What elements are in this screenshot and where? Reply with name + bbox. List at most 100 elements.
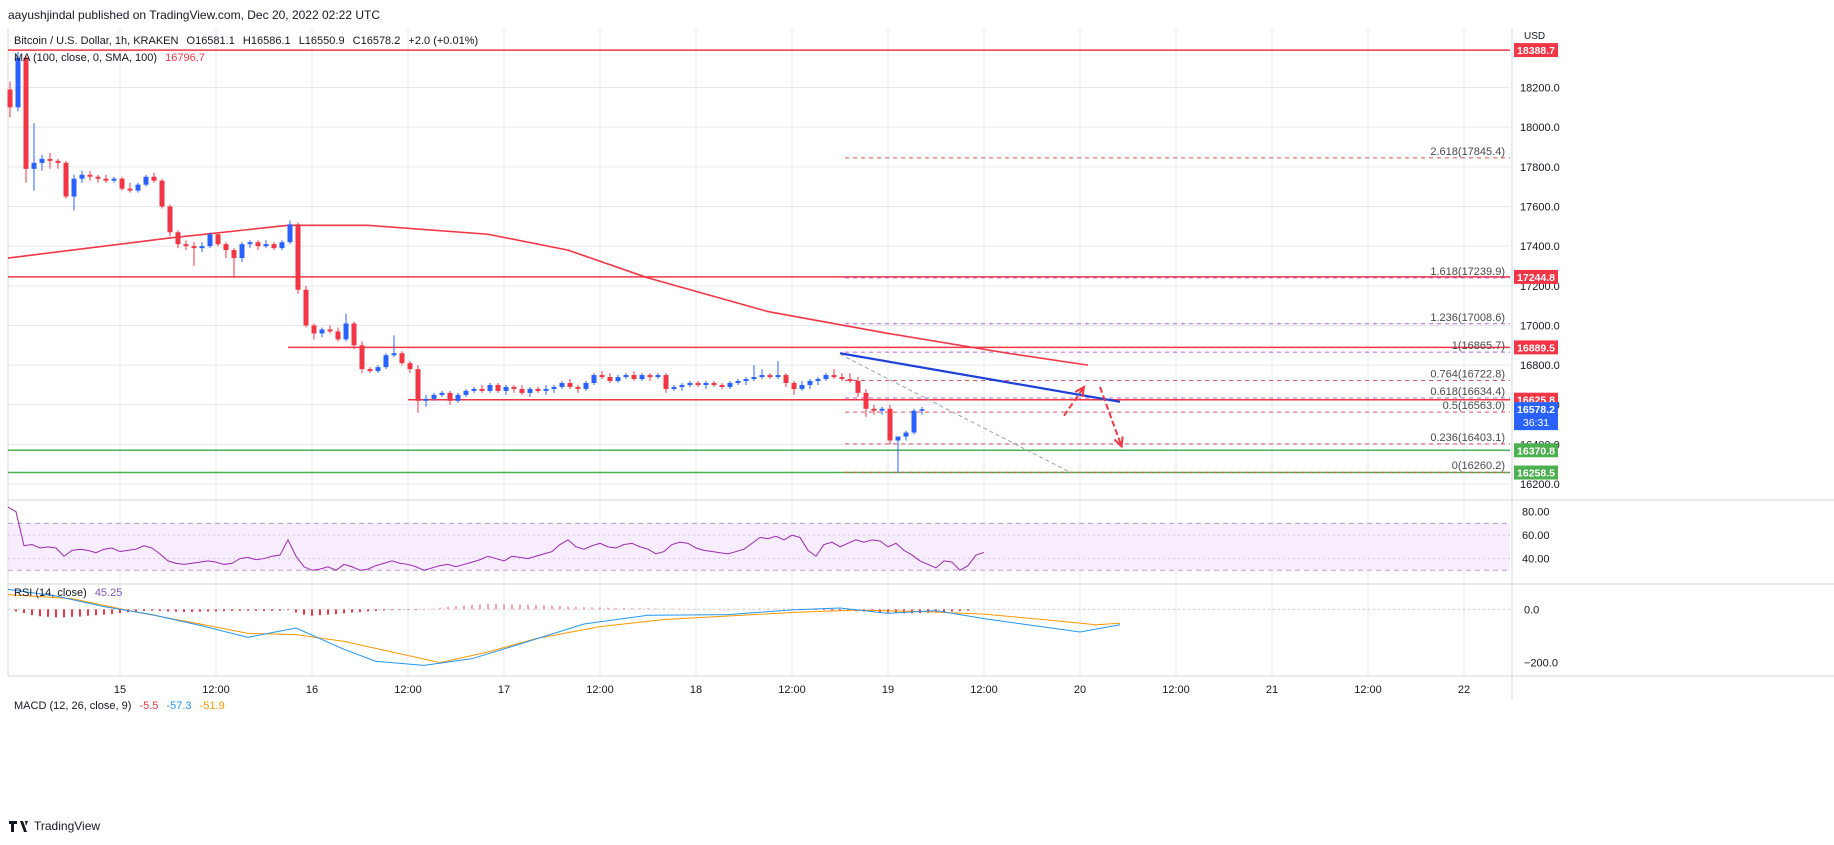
level-price-tag-text: 16889.5 xyxy=(1517,342,1555,354)
price-tick-label: 17400.0 xyxy=(1520,241,1560,253)
candle-body xyxy=(919,409,925,411)
candle-body xyxy=(895,436,901,441)
macd-tick-label: −200.0 xyxy=(1524,658,1558,670)
axes: USD18200.018000.017800.017600.017400.017… xyxy=(114,31,1560,696)
candle-body xyxy=(327,329,333,332)
time-tick-label: 20 xyxy=(1074,684,1086,696)
candle-body xyxy=(311,325,317,334)
rsi-line xyxy=(7,506,985,571)
candle-body xyxy=(591,375,597,383)
time-tick-label: 17 xyxy=(498,684,510,696)
candle-body xyxy=(879,408,885,411)
time-tick-label: 12:00 xyxy=(202,684,230,696)
candle-body xyxy=(543,388,549,391)
candle-body xyxy=(559,382,565,387)
candle-body xyxy=(191,246,197,249)
candle-body xyxy=(55,160,61,163)
candle-body xyxy=(399,353,405,364)
macd-tick-label: 0.0 xyxy=(1524,604,1539,616)
candle-body xyxy=(431,394,437,399)
candle-body xyxy=(303,289,309,326)
ma-label: MA (100, close, 0, SMA, 100) xyxy=(14,52,158,64)
projection-arrow xyxy=(1099,386,1123,447)
macd-line-value: -57.3 xyxy=(166,700,192,712)
candle-body xyxy=(167,206,173,233)
rsi-band xyxy=(8,523,1510,571)
level-price-tag-text: 17244.8 xyxy=(1517,272,1555,284)
candle-body xyxy=(47,158,53,161)
candle-body xyxy=(903,432,909,437)
candle-body xyxy=(335,331,341,340)
candle-body xyxy=(711,382,717,385)
fib-level-label: 0.5(16563.0) xyxy=(1443,400,1505,412)
ohlc-change: +2.0 (+0.01%) xyxy=(408,35,479,47)
candle-body xyxy=(351,323,357,346)
candle-body xyxy=(359,345,365,370)
price-tags: 18388.717244.816889.516625.816370.816258… xyxy=(1514,43,1558,480)
candle-body xyxy=(791,382,797,389)
candle-body xyxy=(119,178,125,189)
level-price-tag xyxy=(1514,269,1558,284)
candle-body xyxy=(71,178,77,197)
macd-legend[interactable]: MACD (12, 26, close, 9) -5.5 -57.3 -51.9 xyxy=(14,700,230,712)
candle-body xyxy=(255,242,261,247)
candle-body xyxy=(823,375,829,380)
rsi-value: 45.25 xyxy=(94,587,123,599)
candle-body xyxy=(103,178,109,181)
currency-label: USD xyxy=(1524,31,1545,42)
candle-body xyxy=(223,244,229,251)
symbol-legend[interactable]: Bitcoin / U.S. Dollar, 1h, KRAKEN O16581… xyxy=(14,35,483,47)
candle-body xyxy=(343,323,349,340)
candle-body xyxy=(503,386,509,391)
level-price-tag xyxy=(1514,465,1558,480)
time-tick-label: 21 xyxy=(1266,684,1278,696)
candle-body xyxy=(743,379,749,382)
fib-swing-line xyxy=(839,353,1073,474)
rsi-legend[interactable]: RSI (14, close) 45.25 xyxy=(14,587,127,599)
ohlc-low: L16550.9 xyxy=(298,35,345,47)
candle-body xyxy=(783,375,789,383)
candle-body xyxy=(127,188,133,191)
candle-body xyxy=(735,381,741,383)
candle-body xyxy=(175,232,181,245)
candle-body xyxy=(567,382,573,387)
candle-body xyxy=(799,384,805,389)
time-tick-label: 22 xyxy=(1458,684,1470,696)
candle-body xyxy=(767,375,773,378)
horizontal-levels xyxy=(8,49,1510,474)
level-price-tag xyxy=(1514,443,1558,458)
trendline xyxy=(839,352,1121,403)
candle-body xyxy=(679,384,685,387)
candle-body xyxy=(135,184,141,191)
fibonacci-retracement[interactable]: 2.618(17845.4) 1.618(17239.9) 1.236(17008.… xyxy=(845,146,1510,473)
candle-body xyxy=(247,242,253,245)
candle-body xyxy=(15,57,21,108)
level-price-tag-text: 16370.8 xyxy=(1517,445,1555,457)
candle-body xyxy=(63,162,69,197)
candle-body xyxy=(263,244,269,247)
current-price-tag-text: 16578.2 xyxy=(1517,404,1555,416)
ma-legend[interactable]: MA (100, close, 0, SMA, 100) 16796.7 xyxy=(14,52,210,64)
current-price-tag-countdown: 36:31 xyxy=(1523,417,1549,429)
candle-body xyxy=(199,246,205,249)
candle-body xyxy=(871,408,877,411)
candle-body xyxy=(815,379,821,382)
macd-signal-line xyxy=(7,594,1121,664)
ohlc-open: O16581.1 xyxy=(186,35,235,47)
candle-body xyxy=(415,369,421,401)
candle-body xyxy=(95,176,101,179)
candle-body xyxy=(439,392,445,395)
fib-level-label: 0.764(16722.8) xyxy=(1430,368,1505,380)
time-tick-label: 12:00 xyxy=(1354,684,1382,696)
candle-body xyxy=(863,392,869,409)
level-price-tag-text: 18388.7 xyxy=(1517,45,1555,57)
price-tick-label: 17800.0 xyxy=(1520,162,1560,174)
candle-body xyxy=(807,381,813,385)
candle-body xyxy=(663,375,669,389)
candle-body xyxy=(911,410,917,433)
ohlc-close: C16578.2 xyxy=(352,35,401,47)
drawings[interactable] xyxy=(839,352,1124,474)
rsi-tick-label: 40.00 xyxy=(1522,554,1550,566)
footer-brand[interactable]: TradingView xyxy=(8,819,100,833)
